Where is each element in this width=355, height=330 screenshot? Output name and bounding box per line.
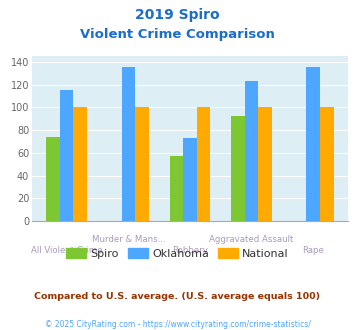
- Bar: [183, 138, 197, 221]
- Bar: [46, 137, 60, 221]
- Bar: [245, 81, 258, 221]
- Legend: Spiro, Oklahoma, National: Spiro, Oklahoma, National: [61, 244, 294, 263]
- Bar: [170, 156, 183, 221]
- Bar: [135, 107, 149, 221]
- Text: Murder & Mans...: Murder & Mans...: [92, 235, 165, 244]
- Bar: [121, 67, 135, 221]
- Text: © 2025 CityRating.com - https://www.cityrating.com/crime-statistics/: © 2025 CityRating.com - https://www.city…: [45, 320, 310, 329]
- Bar: [258, 107, 272, 221]
- Bar: [231, 116, 245, 221]
- Text: Rape: Rape: [302, 246, 324, 255]
- Text: Violent Crime Comparison: Violent Crime Comparison: [80, 28, 275, 41]
- Bar: [73, 107, 87, 221]
- Bar: [306, 67, 320, 221]
- Text: All Violent Crime: All Violent Crime: [31, 246, 103, 255]
- Bar: [197, 107, 210, 221]
- Text: Compared to U.S. average. (U.S. average equals 100): Compared to U.S. average. (U.S. average …: [34, 292, 321, 301]
- Text: Aggravated Assault: Aggravated Assault: [209, 235, 294, 244]
- Bar: [60, 90, 73, 221]
- Bar: [320, 107, 334, 221]
- Text: Robbery: Robbery: [172, 246, 208, 255]
- Text: 2019 Spiro: 2019 Spiro: [135, 8, 220, 22]
